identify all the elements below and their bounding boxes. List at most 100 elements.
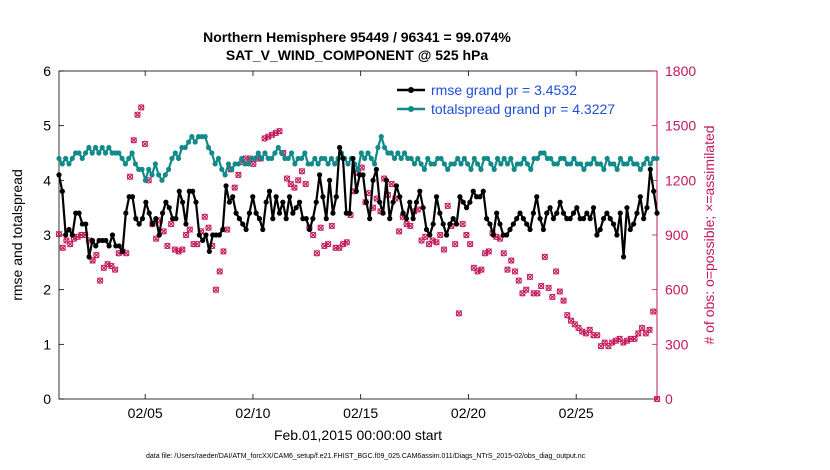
spread-point xyxy=(272,150,278,156)
spread-point xyxy=(418,161,424,167)
obs-assimilated-point xyxy=(205,224,212,231)
rmse-point xyxy=(480,188,486,194)
obs-assimilated-point xyxy=(141,140,149,148)
rmse-point xyxy=(637,194,643,200)
y-tick-label: 2 xyxy=(43,282,51,298)
obs-assimilated-point xyxy=(545,284,552,292)
rmse-point xyxy=(123,210,129,216)
obs-possible-point xyxy=(642,330,649,337)
obs-assimilated-point xyxy=(111,266,119,273)
spread-point xyxy=(415,155,421,162)
rmse-point xyxy=(423,226,430,233)
obs-assimilated-point xyxy=(328,222,336,230)
obs-assimilated-point xyxy=(620,339,627,346)
rmse-point xyxy=(400,210,406,216)
rmse-point xyxy=(377,199,383,205)
rmse-point xyxy=(266,188,273,194)
obs-possible-point xyxy=(167,220,175,228)
rmse-point xyxy=(624,205,630,211)
spread-point xyxy=(278,150,285,156)
y2-axis-label: # of obs: o=possible; ×=assimilated xyxy=(701,125,717,344)
spread-point xyxy=(654,155,660,162)
rmse-point xyxy=(129,194,136,200)
spread-point xyxy=(398,155,404,162)
spread-point xyxy=(312,155,318,162)
spread-point xyxy=(644,155,650,162)
spread-point xyxy=(89,150,95,156)
obs-possible-point xyxy=(567,317,575,324)
rmse-point xyxy=(641,216,647,222)
obs-possible-point xyxy=(67,240,74,248)
obs-possible-point xyxy=(556,288,563,295)
spread-point xyxy=(176,155,182,162)
obs-possible-point xyxy=(78,231,85,239)
rmse-point xyxy=(149,221,156,227)
spread-point xyxy=(581,166,587,172)
spread-point xyxy=(302,150,308,156)
legend-spread-label: totalspread grand pr = 4.3227 xyxy=(431,101,615,117)
spread-point xyxy=(488,161,494,167)
rmse-point xyxy=(570,210,577,216)
spread-point xyxy=(142,177,148,183)
obs-assimilated-point xyxy=(67,240,74,248)
obs-possible-point xyxy=(627,335,634,343)
rmse-point xyxy=(494,210,500,216)
rmse-point xyxy=(153,216,159,222)
obs-possible-point xyxy=(444,202,451,209)
spread-point xyxy=(275,144,281,151)
spread-point xyxy=(411,161,418,167)
rmse-point xyxy=(233,210,239,216)
spread-point xyxy=(368,155,374,162)
legend: rmse grand pr = 3.4532 totalspread grand… xyxy=(397,82,615,117)
rmse-point xyxy=(383,177,389,183)
spread-point xyxy=(408,155,414,162)
obs-assimilated-point xyxy=(231,184,238,191)
rmse-point xyxy=(270,216,276,222)
obs-assimilated-point xyxy=(388,180,395,188)
obs-assimilated-point xyxy=(481,250,489,257)
rmse-point xyxy=(403,216,410,222)
spread-point xyxy=(355,166,361,172)
obs-assimilated-point xyxy=(612,337,620,344)
rmse-point xyxy=(497,221,503,227)
obs-possible-point xyxy=(455,310,463,317)
rmse-point xyxy=(109,232,116,238)
x-tick-label: 02/25 xyxy=(559,405,594,421)
obs-possible-point xyxy=(179,246,186,253)
obs-possible-point xyxy=(291,184,298,191)
obs-possible-point xyxy=(395,228,403,235)
spread-point xyxy=(229,166,235,172)
spread-point xyxy=(262,150,268,156)
obs-possible-point xyxy=(523,286,530,293)
spread-point xyxy=(79,155,85,162)
obs-possible-point xyxy=(216,268,223,275)
rmse-point xyxy=(173,216,179,222)
spread-point xyxy=(611,161,617,167)
rmse-point xyxy=(83,221,89,227)
rmse-point xyxy=(407,199,413,205)
spread-point xyxy=(441,161,447,167)
spread-point xyxy=(222,172,228,178)
rmse-point xyxy=(530,210,536,216)
spread-point xyxy=(99,144,105,151)
rmse-point xyxy=(66,226,72,233)
obs-possible-point xyxy=(100,264,107,271)
spread-point xyxy=(152,161,158,167)
plot-area xyxy=(58,70,658,400)
rmse-point xyxy=(597,226,603,233)
rmse-point xyxy=(510,221,516,227)
obs-assimilated-point xyxy=(272,129,279,137)
obs-assimilated-point xyxy=(646,326,653,333)
obs-assimilated-point xyxy=(93,251,100,259)
spread-point xyxy=(624,161,630,167)
footer-data-file: data file: /Users/raeder/DAI/ATM_forcXX/… xyxy=(146,453,586,460)
obs-assimilated-point xyxy=(302,180,309,188)
rmse-point xyxy=(484,216,490,222)
spread-point xyxy=(395,150,401,156)
spread-point xyxy=(647,161,653,167)
obs-possible-point xyxy=(96,277,104,284)
obs-possible-point xyxy=(511,268,519,275)
x-axis-label: Feb.01,2015 00:00:00 start xyxy=(274,427,442,443)
obs-assimilated-point xyxy=(638,324,646,332)
spread-point xyxy=(491,166,497,172)
